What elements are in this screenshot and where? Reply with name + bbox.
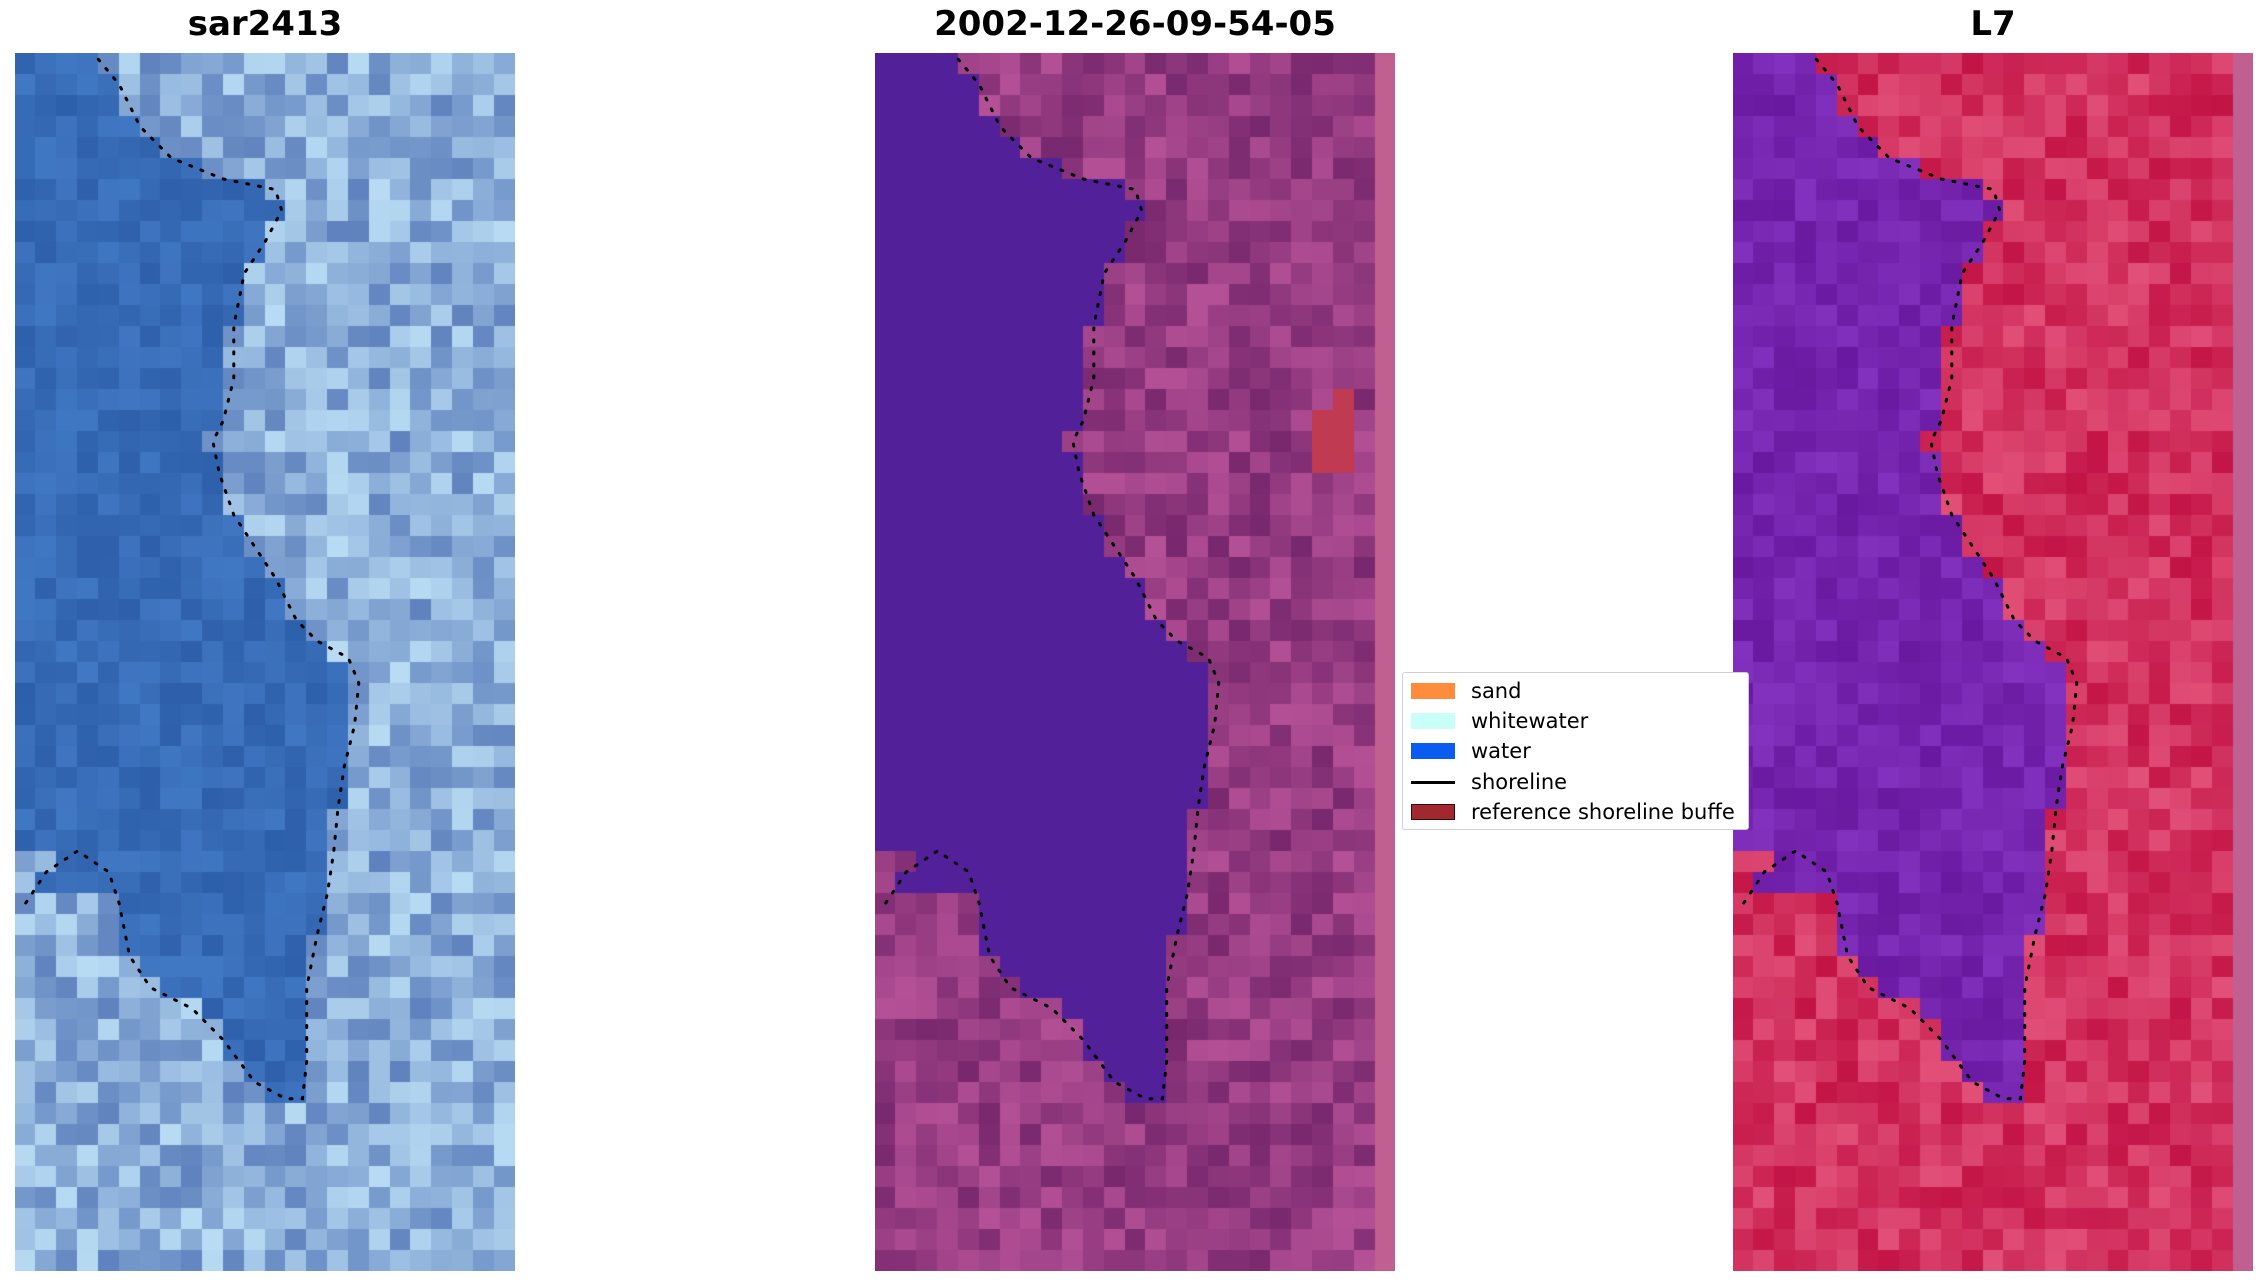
legend: sand whitewater water shoreline referenc…: [1402, 672, 1749, 830]
rgb-image: [15, 53, 515, 1271]
legend-item-shoreline: shoreline: [1411, 768, 1567, 796]
shoreline-line: [1411, 780, 1455, 784]
whitewater-swatch: [1411, 713, 1455, 729]
reference-buffer-swatch: [1411, 804, 1455, 820]
legend-item-reference-buffer: reference shoreline buffe: [1411, 798, 1735, 826]
legend-item-whitewater: whitewater: [1411, 707, 1588, 735]
water-swatch: [1411, 743, 1455, 759]
classified-image-panel: [875, 53, 1395, 1271]
sand-swatch: [1411, 683, 1455, 699]
index-image: [1733, 53, 2253, 1271]
rgb-image-panel: [15, 53, 515, 1271]
title-classified: 2002-12-26-09-54-05: [934, 4, 1336, 44]
index-image-panel: [1733, 53, 2253, 1271]
legend-item-sand: sand: [1411, 677, 1521, 705]
classified-shoreline: [883, 57, 1221, 1101]
legend-item-water: water: [1411, 737, 1531, 765]
title-rgb: sar2413: [187, 4, 343, 44]
rgb-shoreline: [23, 57, 361, 1101]
classified-image: [875, 53, 1395, 1271]
title-index: L7: [1970, 4, 2016, 44]
index-shoreline: [1741, 57, 2079, 1101]
